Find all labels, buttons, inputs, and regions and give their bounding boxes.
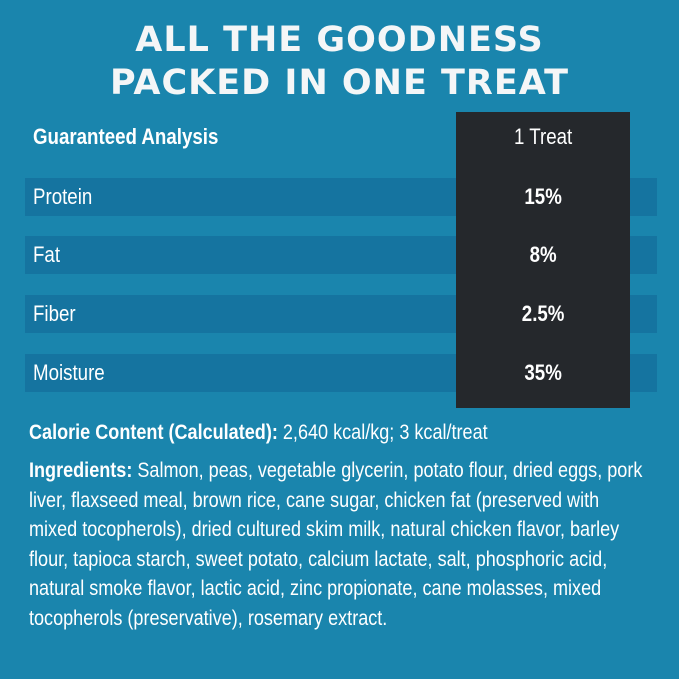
row-value: 8% <box>529 242 557 267</box>
table-header: 1 Treat <box>514 124 573 149</box>
ingredients-label: Ingredients: <box>29 458 133 482</box>
row-value: 15% <box>524 184 562 209</box>
ingredients-text: Salmon, peas, vegetable glycerin, potato… <box>29 458 643 630</box>
calorie-value: 2,640 kcal/kg; 3 kcal/treat <box>282 420 488 444</box>
row-label: Fiber <box>33 301 76 326</box>
row-label: Fat <box>33 242 61 267</box>
row-value: 2.5% <box>521 301 565 326</box>
table-header: Guaranteed Analysis <box>33 124 219 149</box>
row-label: Moisture <box>33 360 105 385</box>
title-line: ALL THE GOODNESS <box>135 20 544 60</box>
row-value: 35% <box>524 360 562 385</box>
calorie-content: Calorie Content (Calculated): 2,640 kcal… <box>29 418 651 448</box>
row-label: Protein <box>33 184 93 209</box>
value-column <box>456 112 630 408</box>
title-line: PACKED IN ONE TREAT <box>109 63 570 103</box>
calorie-label: Calorie Content (Calculated): <box>29 420 278 444</box>
ingredients: Ingredients: Salmon, peas, vegetable gly… <box>29 456 651 633</box>
